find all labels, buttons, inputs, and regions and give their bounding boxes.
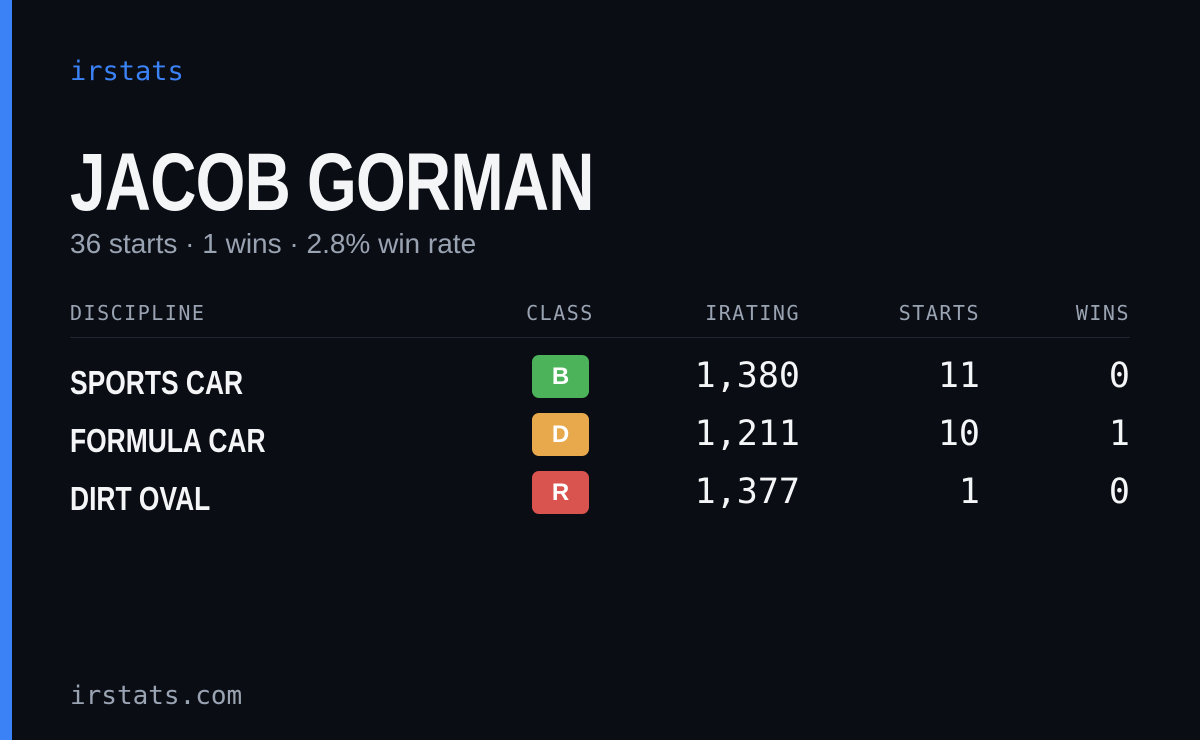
- irating-value: 1,380: [694, 356, 800, 396]
- driver-summary: 36 starts · 1 wins · 2.8% win rate: [70, 228, 477, 259]
- column-header: IRATING: [705, 301, 800, 325]
- wins-value: 0: [1108, 472, 1130, 512]
- driver-name: JACOB GORMAN: [70, 137, 594, 228]
- discipline: SPORTS CAR: [70, 364, 244, 401]
- discipline: DIRT OVAL: [70, 480, 211, 517]
- discipline: FORMULA CAR: [70, 422, 266, 459]
- class-badge: D: [532, 413, 589, 456]
- brand: irstats: [70, 56, 184, 87]
- divider: [70, 337, 1130, 338]
- wins-value: 0: [1108, 356, 1130, 396]
- irating-value: 1,377: [694, 472, 800, 512]
- column-header: STARTS: [898, 301, 980, 325]
- class-badge: B: [532, 355, 589, 398]
- column-header: DISCIPLINE: [70, 301, 206, 325]
- starts-value: 11: [937, 356, 980, 396]
- accent-bar: [0, 0, 12, 740]
- class-badge: R: [532, 471, 589, 514]
- starts-value: 10: [937, 414, 980, 454]
- footer: irstats.com: [70, 681, 243, 711]
- column-header: WINS: [1075, 301, 1130, 325]
- wins-value: 1: [1108, 414, 1130, 454]
- irating-value: 1,211: [694, 414, 800, 454]
- column-header: CLASS: [526, 301, 594, 325]
- starts-value: 1: [958, 472, 980, 512]
